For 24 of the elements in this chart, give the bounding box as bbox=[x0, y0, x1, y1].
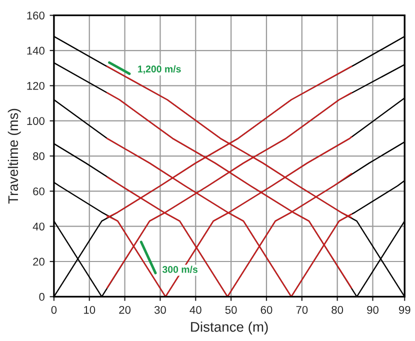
x-tick-label: 70 bbox=[296, 306, 308, 314]
y-tick-label: 120 bbox=[27, 82, 44, 90]
annotation: 1,200 m/s bbox=[138, 65, 181, 74]
x-tick-label: 90 bbox=[367, 306, 378, 314]
y-tick-label: 140 bbox=[27, 46, 44, 55]
x-tick-label: 0 bbox=[51, 306, 57, 314]
y-axis-title: Traveltime (ms) bbox=[8, 108, 21, 204]
y-tick-label: 100 bbox=[27, 117, 44, 125]
y-tick-label: 0 bbox=[39, 292, 44, 301]
y-tick-label: 80 bbox=[33, 152, 44, 160]
y-tick-label: 60 bbox=[33, 187, 44, 196]
x-tick-label: 10 bbox=[84, 306, 96, 314]
x-tick-label: 60 bbox=[260, 306, 272, 314]
x-tick-label: 40 bbox=[190, 306, 202, 314]
x-tick-label: 50 bbox=[225, 306, 237, 314]
x-tick-label: 20 bbox=[119, 306, 131, 314]
y-tick-label: 160 bbox=[27, 12, 44, 20]
y-tick-label: 20 bbox=[33, 258, 44, 266]
y-tick-label: 40 bbox=[32, 222, 44, 230]
annotation: 300 m/s bbox=[162, 266, 198, 273]
x-axis-title: Distance (m) bbox=[191, 322, 268, 335]
x-tick-label: 99 bbox=[398, 306, 410, 314]
x-tick-label: 30 bbox=[154, 306, 166, 314]
x-tick-label: 80 bbox=[332, 306, 344, 314]
